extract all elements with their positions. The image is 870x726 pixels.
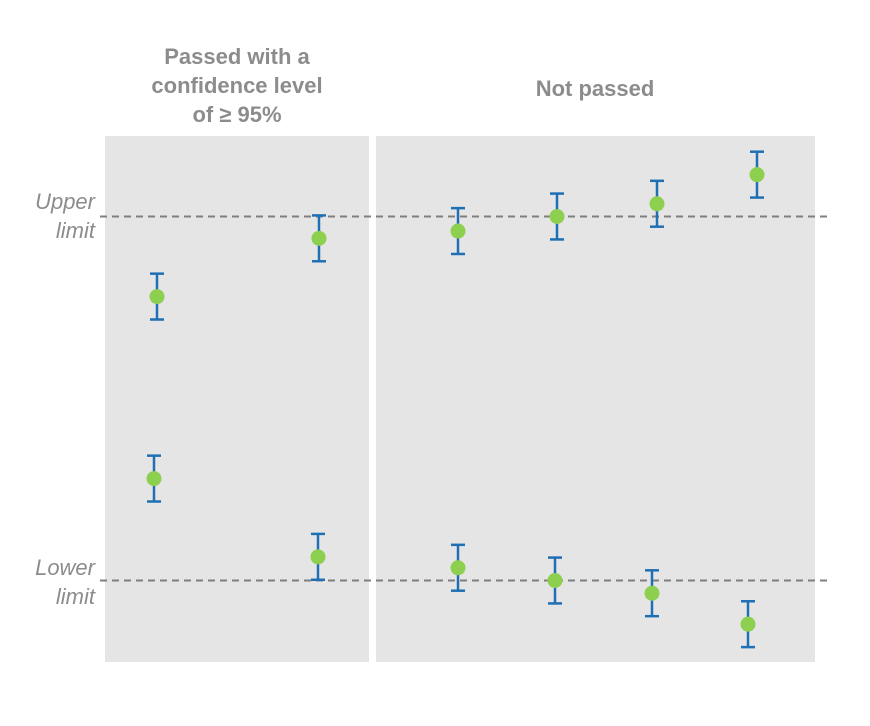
point-marker bbox=[310, 549, 326, 565]
data-point bbox=[149, 272, 165, 321]
data-point bbox=[450, 206, 466, 256]
point-marker bbox=[749, 167, 765, 183]
data-point bbox=[311, 214, 327, 263]
point-marker bbox=[311, 230, 327, 246]
data-point bbox=[749, 150, 765, 199]
data-point bbox=[547, 556, 563, 605]
data-point bbox=[740, 599, 756, 649]
upper-limit-label: Upper limit bbox=[35, 189, 95, 243]
panel-not-passed-background bbox=[376, 136, 815, 662]
point-marker bbox=[547, 573, 563, 588]
point-marker bbox=[649, 196, 665, 212]
data-point bbox=[549, 192, 565, 241]
point-marker bbox=[146, 471, 162, 487]
data-point bbox=[310, 532, 326, 582]
data-point bbox=[146, 454, 162, 503]
lower-limit-label: Lower limit bbox=[35, 555, 95, 609]
panel-passed-background bbox=[105, 136, 369, 662]
data-point bbox=[644, 569, 660, 618]
panel-title-passed: Passed with a confidence level of ≥ 95% bbox=[151, 44, 323, 127]
point-marker bbox=[149, 289, 165, 305]
point-marker bbox=[450, 223, 466, 239]
data-points bbox=[146, 150, 765, 649]
point-marker bbox=[644, 585, 660, 601]
point-marker bbox=[740, 616, 756, 632]
data-point bbox=[649, 179, 665, 228]
point-marker bbox=[549, 209, 565, 224]
panel-title-not-passed: Not passed bbox=[535, 76, 655, 101]
point-marker bbox=[450, 560, 466, 576]
data-point bbox=[450, 543, 466, 592]
